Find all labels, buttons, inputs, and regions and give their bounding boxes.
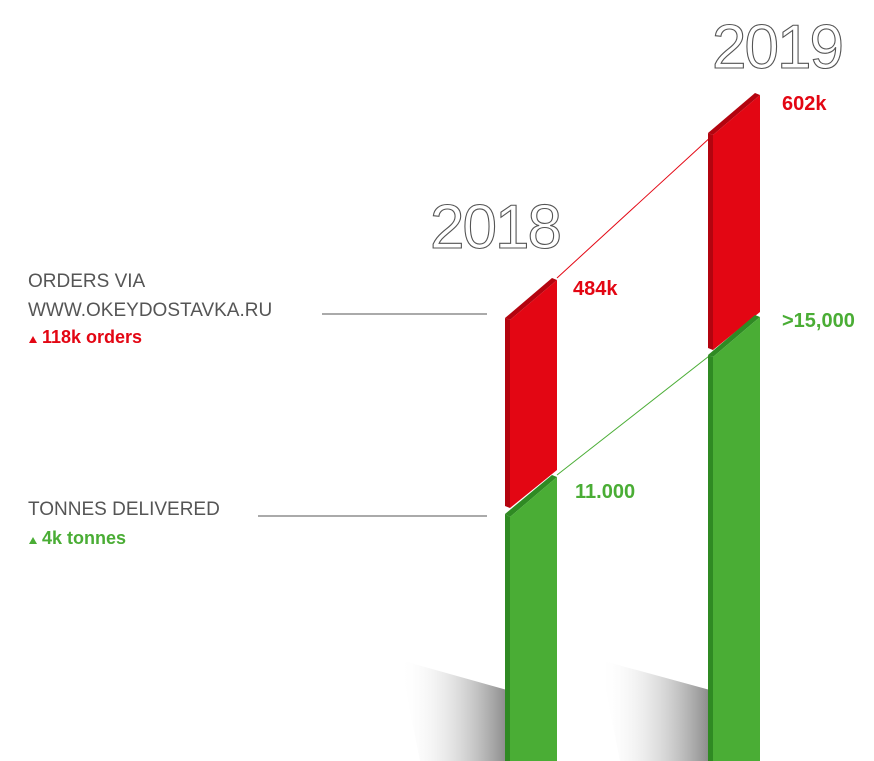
connector (556, 134, 714, 279)
year-label: 2019 (712, 13, 842, 82)
bar-side (505, 514, 510, 761)
value-label: 11.000 (575, 481, 635, 503)
shadow (400, 660, 507, 761)
bar-orders-2019 (713, 95, 760, 350)
up-arrow (29, 537, 37, 544)
value-label: 602k (782, 93, 827, 115)
bar-tonnes-2018 (510, 477, 557, 761)
orders-label: WWW.OKEYDOSTAVKA.RU (28, 300, 272, 321)
value-label: >15,000 (782, 310, 855, 332)
shadow (600, 660, 710, 761)
bar-tonnes-2019 (713, 317, 760, 761)
connector (556, 352, 714, 476)
bar-side (708, 133, 713, 350)
year-label: 2018 (430, 193, 560, 262)
bar-orders-2018 (510, 280, 557, 508)
tonnes-change: 4k tonnes (42, 528, 126, 548)
bar-bevel (708, 93, 760, 135)
bar-bevel (708, 315, 760, 357)
bar-bevel (505, 278, 557, 320)
value-label: 484k (573, 278, 618, 300)
tonnes-label: TONNES DELIVERED (28, 499, 220, 520)
orders-label: ORDERS VIA (28, 271, 146, 292)
bar-bevel (505, 475, 557, 517)
up-arrow (29, 336, 37, 343)
orders-change: 118k orders (42, 327, 142, 347)
bar-side (708, 355, 713, 761)
bar-side (505, 318, 510, 508)
